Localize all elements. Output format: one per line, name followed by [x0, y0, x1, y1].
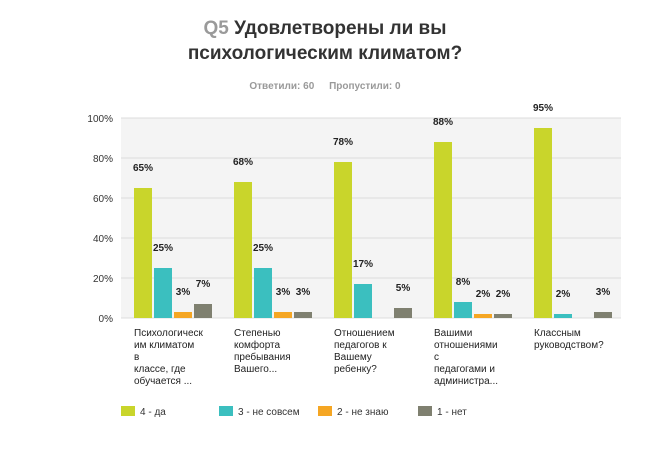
bar	[174, 312, 192, 318]
category-label: ребенку?	[334, 363, 377, 375]
data-label: 2%	[556, 289, 571, 300]
data-label: 5%	[396, 283, 411, 294]
bar	[394, 308, 412, 318]
legend-label: 2 - не знаю	[337, 407, 389, 418]
legend-swatch	[318, 406, 332, 416]
category-label: Классным	[534, 328, 581, 339]
category-label: Психологическ	[134, 328, 204, 339]
category-label: пребывания	[234, 351, 291, 363]
legend-label: 4 - да	[140, 407, 166, 418]
bar	[434, 142, 452, 318]
title-line-2: психологическим климатом?	[187, 43, 463, 64]
legend-swatch	[418, 406, 432, 416]
bar	[354, 284, 372, 318]
y-tick-label: 60%	[93, 194, 113, 205]
bar	[494, 314, 512, 318]
data-label: 7%	[196, 279, 211, 290]
category-label: классе, где	[134, 364, 186, 375]
category-label: педагогов к	[334, 340, 387, 351]
bar	[234, 182, 252, 318]
category-label: администра...	[434, 376, 498, 387]
category-label: Вашего...	[234, 364, 277, 375]
data-label: 95%	[533, 103, 553, 114]
bar	[474, 314, 492, 318]
data-label: 2%	[496, 289, 511, 300]
legend-label: 1 - нет	[437, 407, 467, 418]
data-label: 25%	[153, 243, 173, 254]
y-tick-label: 100%	[87, 114, 113, 125]
title-line-1: Удовлетворены ли вы	[234, 18, 447, 39]
data-label: 68%	[233, 157, 253, 168]
legend-swatch	[219, 406, 233, 416]
data-label: 3%	[176, 287, 191, 298]
data-label: 88%	[433, 117, 453, 128]
category-label: Вашему	[334, 352, 372, 363]
category-label: педагогами и	[434, 364, 495, 375]
skipped-count: Пропустили: 0	[329, 81, 401, 92]
category-label: комфорта	[234, 339, 281, 351]
category-label: Вашими	[434, 328, 472, 339]
bar	[454, 302, 472, 318]
data-label: 65%	[133, 163, 153, 174]
y-tick-label: 20%	[93, 274, 113, 285]
bar	[554, 314, 572, 318]
data-label: 25%	[253, 243, 273, 254]
legend-swatch	[121, 406, 135, 416]
category-label: Степенью	[234, 328, 281, 339]
bar	[274, 312, 292, 318]
bar	[254, 268, 272, 318]
category-label: им климатом	[134, 340, 194, 351]
legend-label: 3 - не совсем	[238, 407, 300, 418]
data-label: 3%	[276, 287, 291, 298]
answered-count: Ответили: 60	[249, 81, 315, 92]
category-label: с	[434, 352, 439, 363]
category-label: отношениями	[434, 340, 498, 351]
category-label: руководством?	[534, 340, 604, 351]
data-label: 8%	[456, 277, 471, 288]
bar	[294, 312, 312, 318]
y-tick-label: 40%	[93, 234, 113, 245]
question-number: Q5	[203, 18, 229, 39]
chart-title: Q5 Удовлетворены ли вы психологическим к…	[0, 16, 650, 66]
bar	[334, 162, 352, 318]
data-label: 3%	[296, 287, 311, 298]
y-tick-label: 0%	[99, 314, 114, 325]
category-label: в	[134, 352, 139, 363]
data-label: 17%	[353, 259, 373, 270]
response-stats: Ответили: 60 Пропустили: 0	[0, 81, 650, 92]
category-label: обучается ...	[134, 375, 192, 387]
bar	[134, 188, 152, 318]
category-label: Отношением	[334, 328, 395, 339]
y-tick-label: 80%	[93, 154, 113, 165]
data-label: 3%	[596, 287, 611, 298]
data-label: 2%	[476, 289, 491, 300]
bar	[194, 304, 212, 318]
bar	[154, 268, 172, 318]
bar	[594, 312, 612, 318]
data-label: 78%	[333, 137, 353, 148]
bar	[534, 128, 552, 318]
